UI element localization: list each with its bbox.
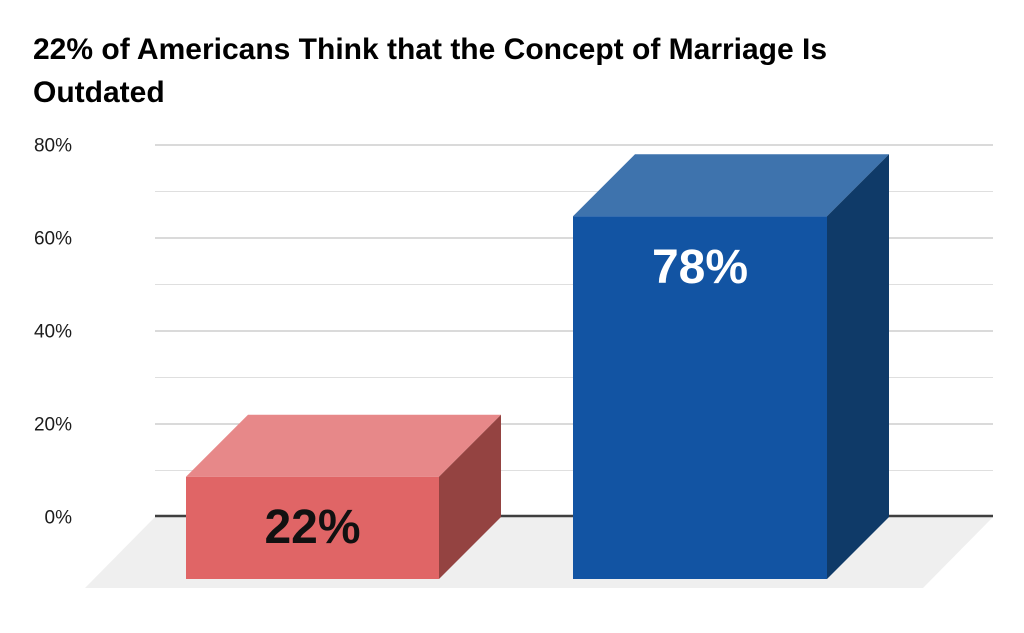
y-axis-tick-label: 60% [34, 229, 72, 250]
bar-78pct: 78% [573, 154, 889, 580]
bar-side-face [439, 414, 501, 579]
bar-top-face [186, 414, 501, 477]
y-axis-tick-label: 80% [34, 136, 72, 157]
bar-front-face [186, 476, 439, 579]
y-axis-tick-label: 20% [34, 415, 72, 436]
chart-title: 22% of Americans Think that the Concept … [33, 28, 993, 114]
y-axis-tick-label: 0% [45, 508, 73, 529]
bar-top-face [573, 154, 889, 217]
bar-value-label: 22% [264, 501, 360, 554]
bar-value-label: 78% [652, 241, 748, 294]
y-axis-tick-label: 40% [34, 322, 72, 343]
chart-title-line-2: Outdated [33, 76, 165, 109]
bar-22pct: 22% [186, 414, 501, 579]
bar-front-face [573, 216, 827, 580]
bar-side-face [827, 154, 889, 580]
chart-title-line-1: 22% of Americans Think that the Concept … [33, 33, 828, 66]
